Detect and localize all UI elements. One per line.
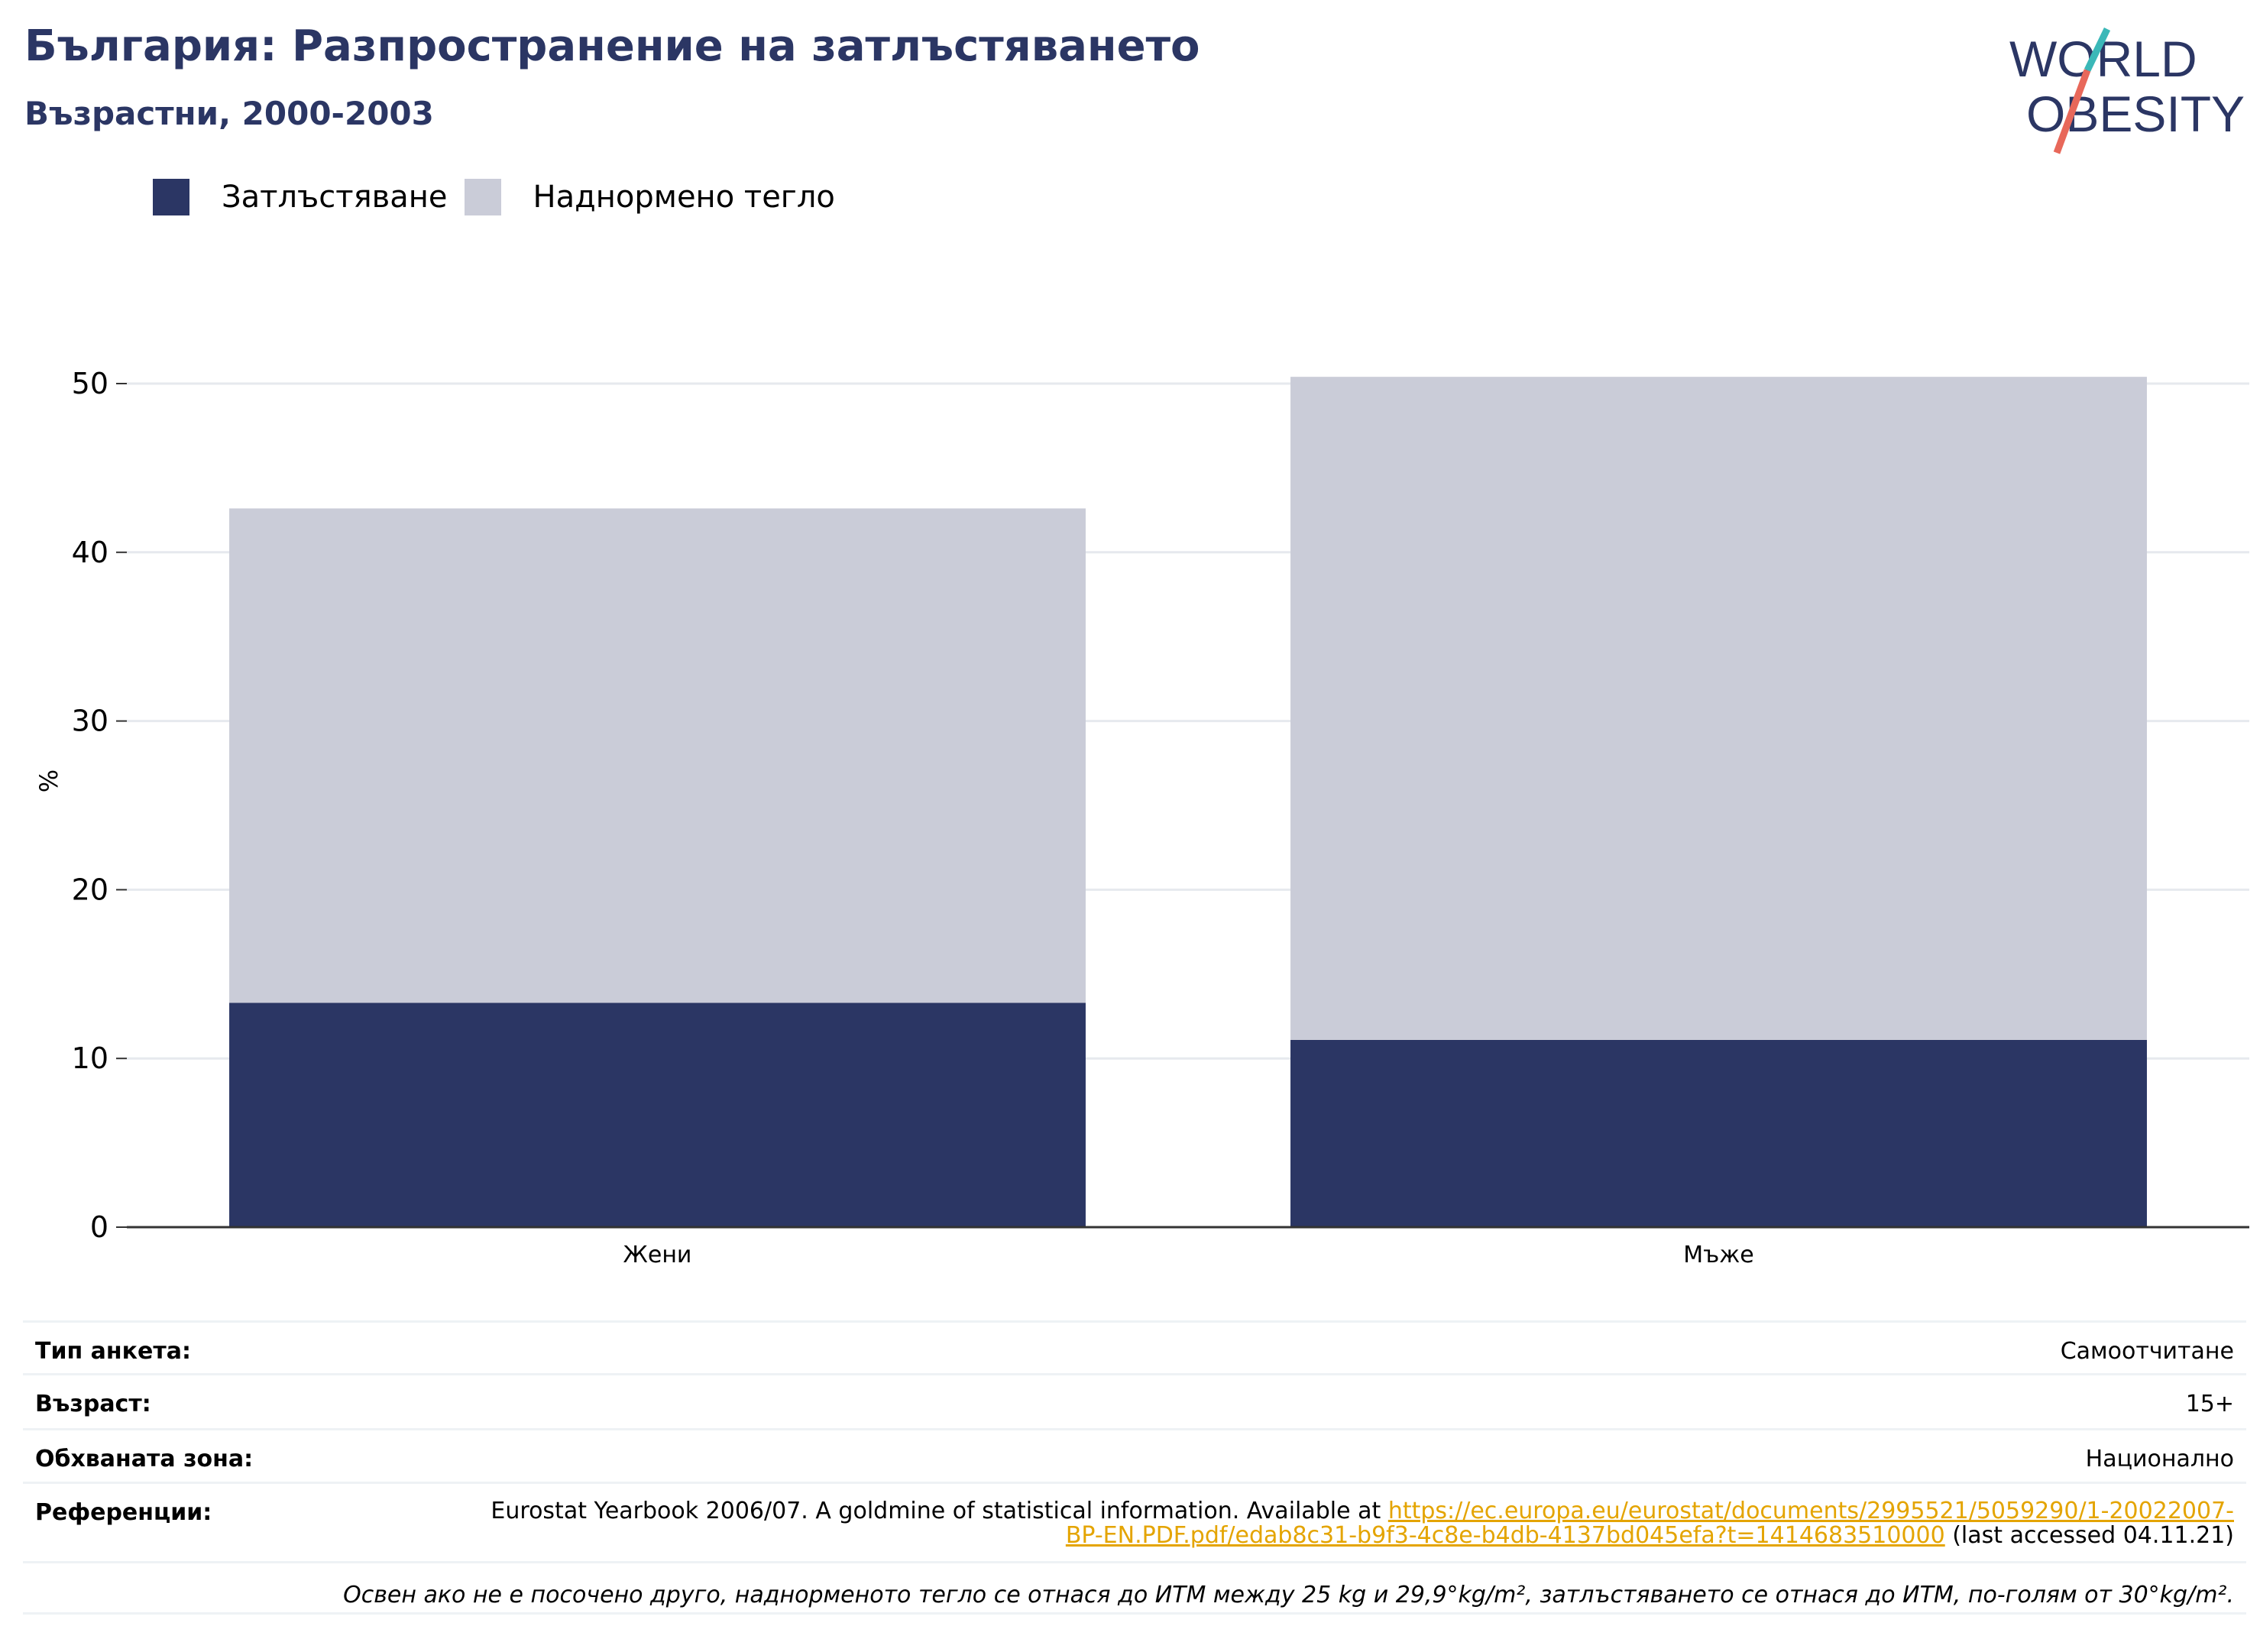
age-value: 15+ [2185,1391,2234,1417]
x-tick-label: Мъже [1683,1242,1754,1268]
reference-text: Eurostat Yearbook 2006/07. A goldmine of… [491,1498,1388,1524]
legend-item-obesity: Затлъстяване [153,179,448,215]
y-tick-label: 0 [90,1210,108,1244]
legend-label-obesity: Затлъстяване [222,180,448,215]
bar-obesity-women [229,1003,1086,1227]
y-tick-label: 50 [72,367,108,400]
references-label: Референции: [35,1499,212,1526]
logo-slash-teal [2084,28,2111,72]
page-title: България: Разпространение на затлъстяван… [24,21,1200,71]
info-row-survey-type: Тип анкета: Самоотчитане [23,1320,2246,1373]
y-tick-label: 40 [72,536,108,569]
survey-type-value: Самоотчитане [2060,1338,2234,1365]
info-row-references: Референции: Eurostat Yearbook 2006/07. A… [23,1482,2246,1561]
bar-overweight-women [229,508,1086,1003]
y-axis-label: % [34,769,63,792]
x-tick-label: Жени [623,1242,692,1268]
area-value: Национално [2085,1446,2234,1472]
area-label: Обхваната зона: [35,1446,254,1472]
info-row-area: Обхваната зона: Национално [23,1428,2246,1482]
logo-slash-red [2053,69,2091,154]
info-table: Тип анкета: Самоотчитане Възраст: 15+ Об… [23,1320,2246,1615]
legend-swatch-obesity [153,179,189,215]
legend-label-overweight: Наднормено тегло [533,180,835,215]
legend-swatch-overweight [464,179,501,215]
y-tick-label: 10 [72,1041,108,1075]
info-row-age: Възраст: 15+ [23,1373,2246,1428]
legend-item-overweight: Наднормено тегло [464,179,835,215]
page-subtitle: Възрастни, 2000-2003 [24,95,434,132]
world-obesity-logo: WORLD OBESITY [2002,23,2246,160]
reference-accessed: (last accessed 04.11.21) [1944,1522,2234,1549]
y-tick-label: 20 [72,873,108,906]
definition-note: Освен ако не е посочено друго, наднормен… [343,1582,2234,1608]
references-value: Eurostat Yearbook 2006/07. A goldmine of… [477,1499,2246,1548]
bar-obesity-men [1290,1039,2147,1227]
chart-legend: Затлъстяване Наднормено тегло [153,177,852,217]
bar-overweight-men [1290,377,2147,1040]
stacked-bar-chart: 0 10 20 30 40 50% Жени Мъже [34,367,2249,1268]
y-tick-label: 30 [72,705,108,738]
info-row-note: Освен ако не е посочено друго, наднормен… [23,1561,2246,1615]
survey-type-label: Тип анкета: [35,1338,191,1365]
age-label: Възраст: [35,1391,151,1417]
reference-link[interactable]: https://ec.europa.eu/eurostat/documents/… [1065,1498,2234,1549]
